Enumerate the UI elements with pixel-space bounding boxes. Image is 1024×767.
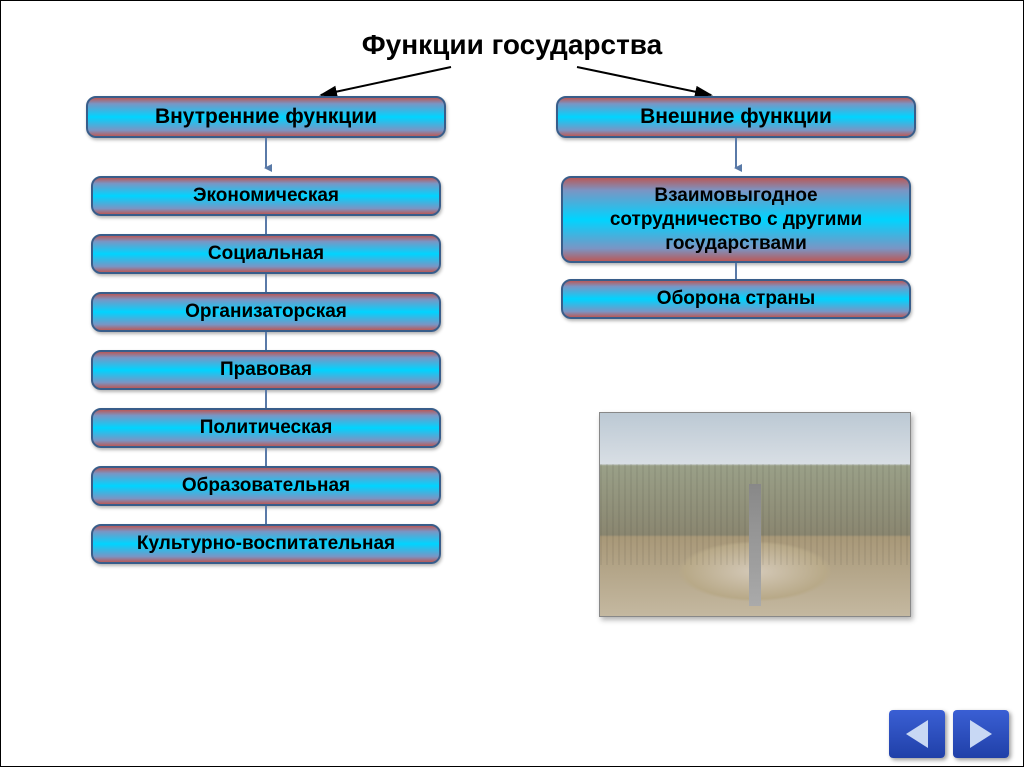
prev-slide-button[interactable] <box>889 710 945 758</box>
connector <box>265 216 267 234</box>
right-column: Внешние функции Взаимовыгодное сотруднич… <box>546 96 926 319</box>
left-item-1: Социальная <box>91 234 441 274</box>
left-header-node: Внутренние функции <box>86 96 446 138</box>
connector <box>265 274 267 292</box>
left-item-6: Культурно-воспитательная <box>91 524 441 564</box>
connector <box>735 263 737 279</box>
chevron-left-icon <box>906 720 928 748</box>
left-item-5: Образовательная <box>91 466 441 506</box>
left-item-3: Правовая <box>91 350 441 390</box>
right-head-connector <box>730 138 742 176</box>
connector <box>265 390 267 408</box>
right-header-node: Внешние функции <box>556 96 916 138</box>
connector <box>265 448 267 466</box>
page-title: Функции государства <box>1 29 1023 61</box>
left-item-2: Организаторская <box>91 292 441 332</box>
left-column: Внутренние функции Экономическая Социаль… <box>76 96 456 564</box>
left-item-4: Политическая <box>91 408 441 448</box>
connector <box>265 506 267 524</box>
left-head-connector <box>260 138 272 176</box>
right-item-0: Взаимовыгодное сотрудничество с другими … <box>561 176 911 263</box>
connector <box>265 332 267 350</box>
right-item-1: Оборона страны <box>561 279 911 319</box>
next-slide-button[interactable] <box>953 710 1009 758</box>
left-item-0: Экономическая <box>91 176 441 216</box>
illustration-photo <box>599 412 911 617</box>
chevron-right-icon <box>970 720 992 748</box>
